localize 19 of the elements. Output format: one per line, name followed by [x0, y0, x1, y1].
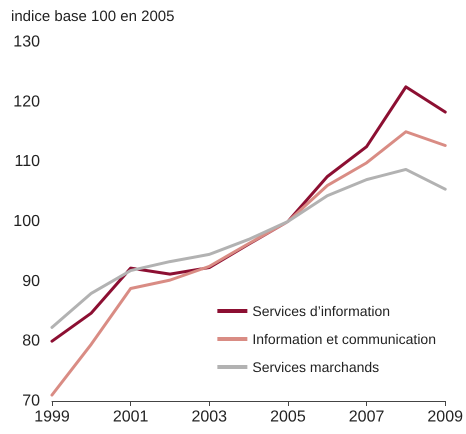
y-tick-label: 100	[13, 213, 40, 230]
legend-label: Services marchands	[252, 359, 380, 375]
y-tick-label: 70	[22, 392, 40, 410]
y-tick-label: 130	[13, 34, 40, 50]
y-axis-title: indice base 100 en 2005	[11, 8, 174, 25]
line-series	[50, 168, 447, 329]
x-tick-label: 2005	[270, 408, 306, 426]
y-tick-label: 90	[22, 272, 40, 290]
legend-label: Services d’information	[252, 303, 390, 319]
x-tick-label: 2007	[348, 408, 384, 426]
y-tick-label: 80	[22, 332, 40, 350]
x-tick-label: 1999	[34, 408, 70, 426]
x-tick-label: 2001	[112, 408, 149, 426]
y-tick-label: 120	[13, 93, 40, 110]
y-tick-label: 110	[14, 153, 40, 170]
x-tick-label: 2003	[191, 408, 228, 426]
line-series	[50, 130, 447, 397]
x-tick-label: 2009	[427, 408, 464, 426]
legend-label: Information et communication	[252, 331, 436, 347]
